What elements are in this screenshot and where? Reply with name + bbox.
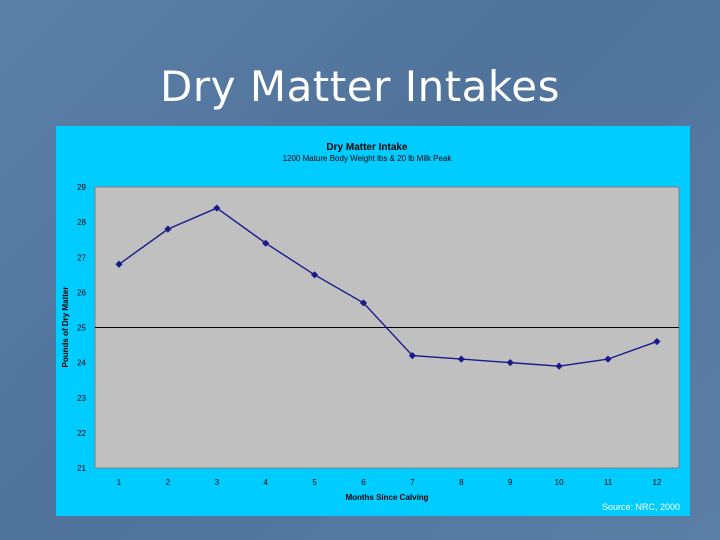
x-tick-label: 1 <box>117 478 122 487</box>
x-tick-label: 8 <box>459 478 464 487</box>
series-line <box>118 207 658 367</box>
series-group <box>115 204 661 370</box>
data-point-marker <box>457 355 465 363</box>
chart-title: Dry Matter Intake <box>326 142 408 153</box>
x-tick-label: 7 <box>410 478 415 487</box>
data-point-marker <box>506 359 514 367</box>
x-tick-label: 9 <box>508 478 513 487</box>
y-axis-ticks: 29 28 27 26 25 24 23 22 21 <box>77 183 86 473</box>
x-tick-label: 2 <box>166 478 171 487</box>
y-tick-label: 22 <box>77 429 86 438</box>
y-tick-label: 24 <box>77 359 86 368</box>
x-tick-label: 11 <box>604 478 613 487</box>
data-point-marker <box>408 352 416 360</box>
data-point-marker <box>604 355 612 363</box>
x-tick-label: 10 <box>555 478 564 487</box>
x-tick-label: 6 <box>361 478 366 487</box>
x-tick-label: 12 <box>652 478 661 487</box>
data-point-marker <box>262 239 270 247</box>
x-axis-ticks: 1 2 3 4 5 6 7 8 9 10 11 12 <box>117 478 662 487</box>
y-tick-label: 28 <box>77 218 86 227</box>
y-tick-label: 26 <box>77 288 86 297</box>
x-tick-label: 4 <box>263 478 268 487</box>
data-point-marker <box>555 362 563 370</box>
y-axis-label: Pounds of Dry Matter <box>61 287 70 368</box>
data-point-marker <box>311 271 319 279</box>
data-point-marker <box>653 337 661 346</box>
y-tick-label: 27 <box>77 253 86 262</box>
line-chart: Dry Matter Intake 1200 Mature Body Weigh… <box>61 142 680 502</box>
y-tick-label: 21 <box>77 464 86 473</box>
y-tick-label: 25 <box>77 324 86 333</box>
y-tick-label: 23 <box>77 394 86 403</box>
source-note: Source: NRC, 2000 <box>601 502 680 512</box>
x-tick-label: 5 <box>312 478 317 487</box>
data-point-marker <box>164 225 172 233</box>
y-tick-label: 29 <box>77 183 86 192</box>
data-point-marker <box>213 204 221 212</box>
slide-title: Dry Matter Intakes <box>160 62 560 111</box>
x-tick-label: 3 <box>215 478 220 487</box>
chart-panel: Dry Matter Intake 1200 Mature Body Weigh… <box>56 126 690 516</box>
x-axis-label: Months Since Calving <box>345 493 428 502</box>
chart-subtitle: 1200 Mature Body Weight lbs & 20 lb Milk… <box>283 154 453 163</box>
